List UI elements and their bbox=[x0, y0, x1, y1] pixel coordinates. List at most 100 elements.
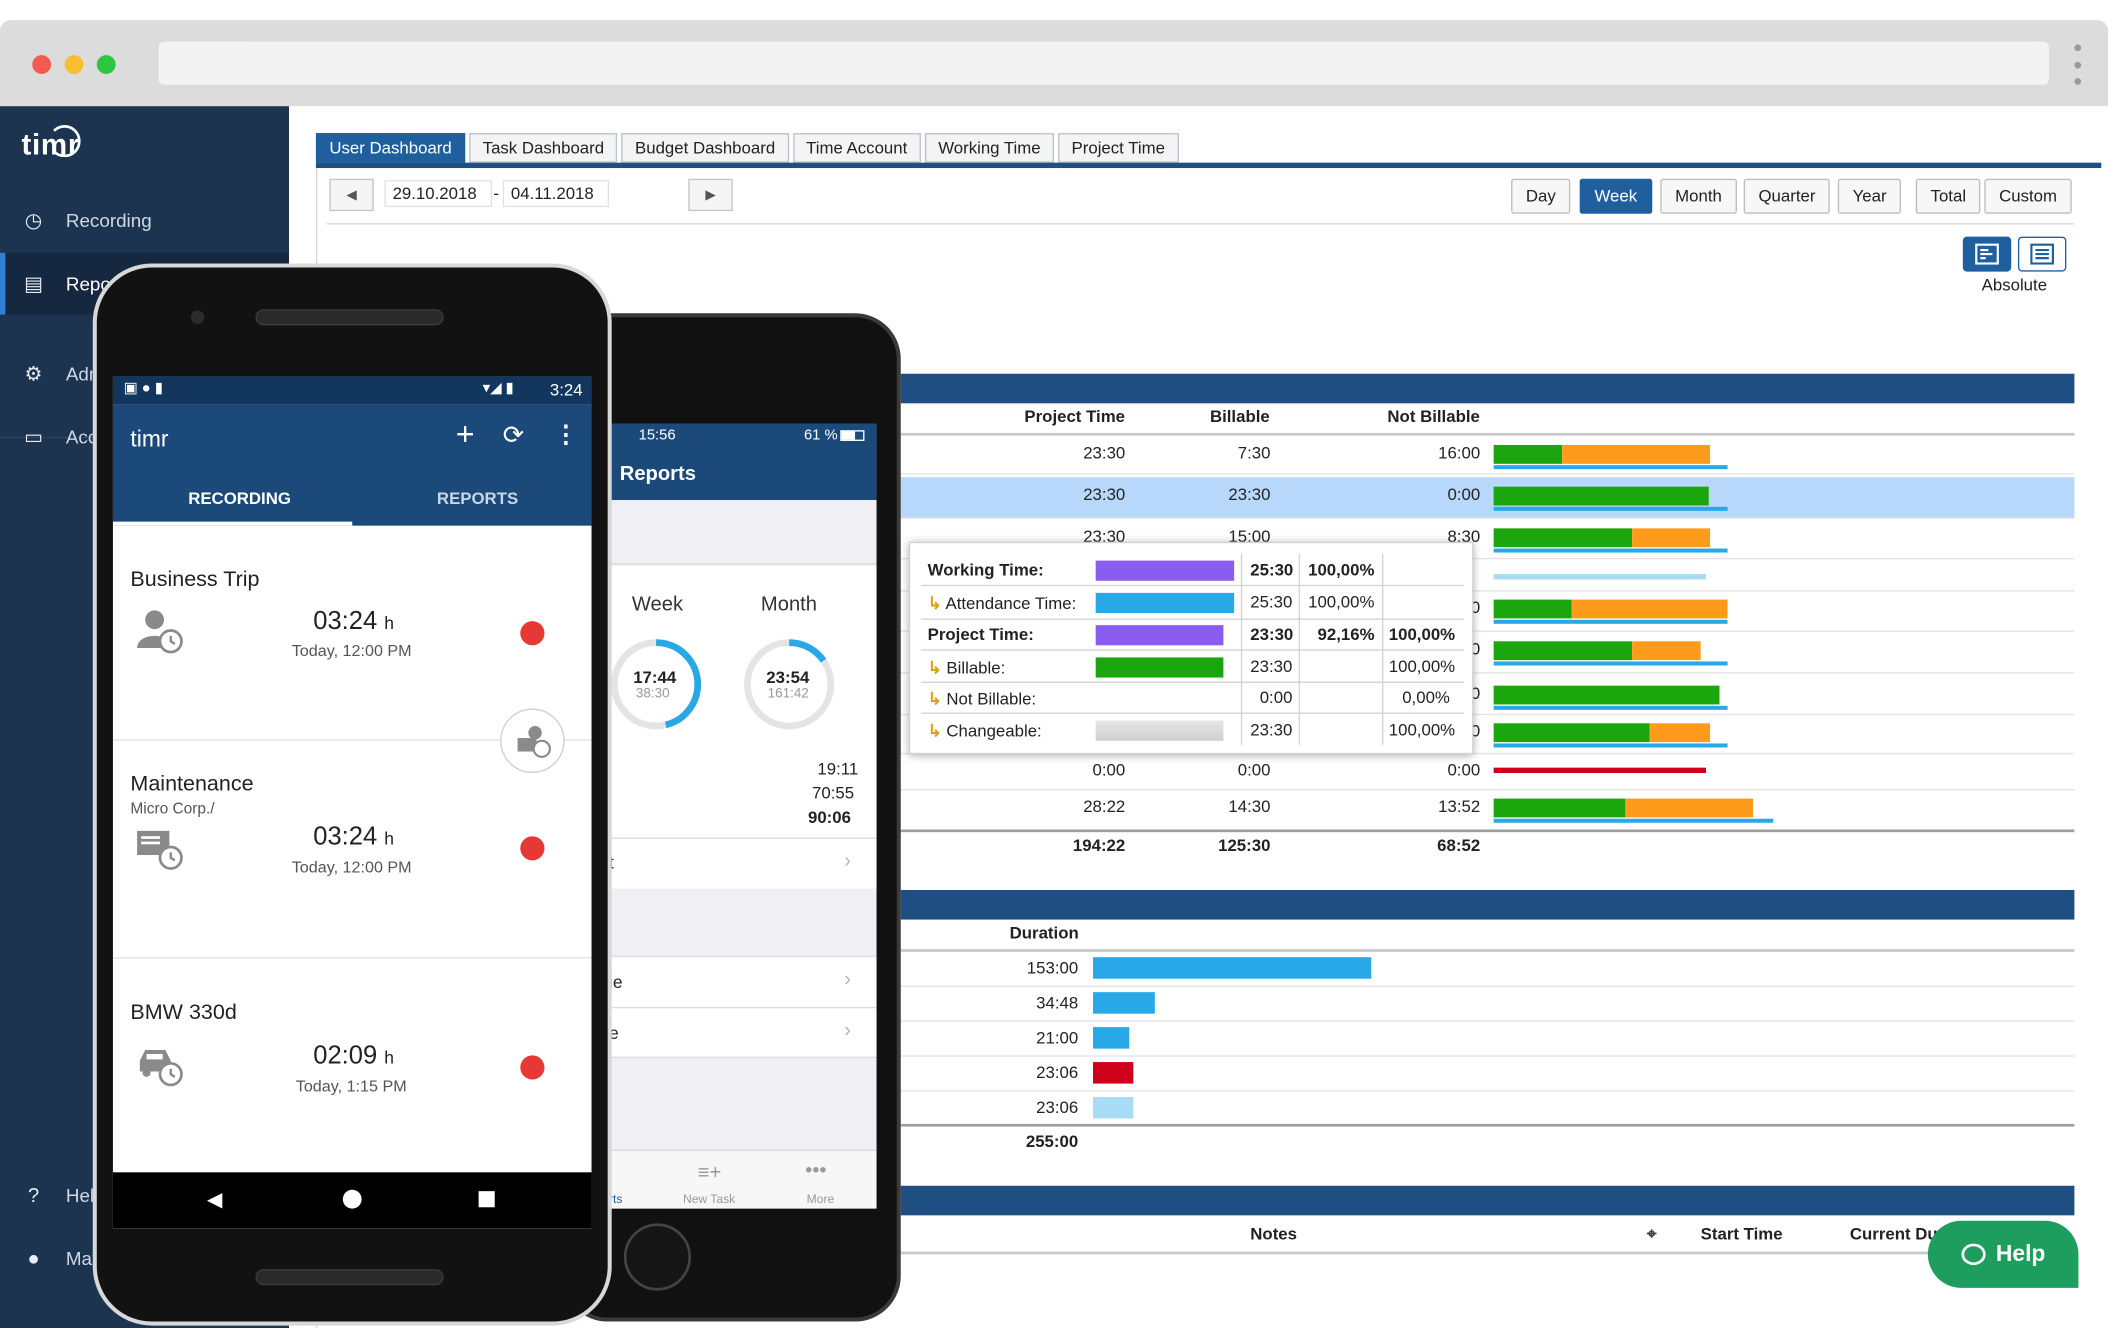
project-bar bbox=[1493, 486, 1709, 506]
sync-icon[interactable]: ⟳ bbox=[502, 422, 525, 451]
list-item[interactable]: e › bbox=[609, 1006, 877, 1059]
person-task-icon bbox=[517, 725, 551, 758]
help-chat-button[interactable]: Help bbox=[1927, 1220, 2079, 1288]
month-label: Month bbox=[760, 592, 817, 616]
cell-not-billable: 0:00 bbox=[1447, 485, 1481, 505]
list-item-label: e bbox=[609, 1023, 619, 1044]
more-dots-icon: ••• bbox=[805, 1158, 827, 1182]
android-speaker bbox=[255, 309, 444, 326]
battery-icon bbox=[840, 430, 865, 441]
range-total-button[interactable]: Total bbox=[1915, 178, 1981, 214]
chevron-right-icon: › bbox=[844, 967, 852, 991]
notification-icons: ▣ ● ▮ bbox=[123, 380, 163, 397]
table-row-divider bbox=[900, 985, 2075, 987]
tooltip-project-time-pct: 92,16% bbox=[1317, 625, 1375, 644]
tab-working-time[interactable]: Working Time bbox=[924, 133, 1055, 163]
record-indicator-icon[interactable] bbox=[520, 836, 545, 861]
recents-icon[interactable] bbox=[478, 1191, 495, 1208]
chat-bubble-icon bbox=[1960, 1243, 1986, 1266]
iphone-home-button[interactable] bbox=[623, 1223, 692, 1291]
tab-budget-dashboard[interactable]: Budget Dashboard bbox=[621, 133, 789, 163]
project-bar bbox=[1493, 465, 1728, 470]
tooltip-project-time-value: 23:30 bbox=[1250, 625, 1294, 644]
record-indicator-icon[interactable] bbox=[520, 621, 545, 646]
section-header-project-time bbox=[900, 373, 2075, 404]
list-item[interactable]: ie › bbox=[609, 955, 877, 1007]
date-from-field[interactable]: 29.10.2018 bbox=[384, 180, 493, 208]
maximize-window-dot[interactable] bbox=[96, 55, 116, 74]
table-row-divider bbox=[900, 672, 2075, 674]
signal-battery-icon: ▾◢ ▮ bbox=[482, 380, 514, 397]
list-item[interactable]: t › bbox=[609, 837, 877, 889]
range-year-button[interactable]: Year bbox=[1837, 178, 1902, 214]
relative-view-button[interactable] bbox=[2017, 236, 2067, 272]
cell-billable: 0:00 bbox=[1237, 760, 1271, 780]
android-status-time: 3:24 bbox=[549, 380, 583, 400]
tooltip-divider bbox=[1298, 553, 1301, 745]
project-bar bbox=[1493, 444, 1563, 464]
table-row-divider bbox=[900, 713, 2075, 716]
switch-task-button[interactable] bbox=[500, 708, 565, 774]
project-bar bbox=[1632, 528, 1711, 548]
minimize-window-dot[interactable] bbox=[64, 55, 84, 74]
range-week-button[interactable]: Week bbox=[1579, 178, 1652, 214]
list-item[interactable]: Maintenance Micro Corp./ 03:24 h Today, … bbox=[112, 741, 592, 959]
cell-duration: 34:48 bbox=[1036, 993, 1079, 1013]
close-window-dot[interactable] bbox=[32, 55, 52, 74]
range-quarter-button[interactable]: Quarter bbox=[1743, 178, 1831, 214]
gear-icon: ⚙ bbox=[24, 362, 43, 386]
tab-time-account[interactable]: Time Account bbox=[792, 133, 921, 163]
duration-unit: h bbox=[384, 828, 394, 849]
list-item[interactable]: BMW 330d 02:09 h Today, 1:15 PM bbox=[113, 959, 592, 1173]
column-header-start-time: Start Time bbox=[1700, 1224, 1783, 1244]
totals-line bbox=[900, 1123, 2075, 1127]
sub-arrow-icon: ↳ bbox=[927, 721, 942, 741]
add-icon[interactable]: + bbox=[455, 416, 475, 454]
sidebar-item-recording[interactable]: ◷ Recording bbox=[0, 190, 289, 252]
url-bar[interactable] bbox=[158, 41, 2049, 85]
iphone-status-time: 15:56 bbox=[638, 427, 676, 444]
tab-recording[interactable]: RECORDING bbox=[188, 489, 291, 509]
tab-reports[interactable]: REPORTS bbox=[436, 489, 519, 509]
prev-period-button[interactable]: ◀ bbox=[329, 178, 374, 212]
range-month-button[interactable]: Month bbox=[1660, 178, 1737, 214]
record-indicator-icon[interactable] bbox=[520, 1055, 545, 1080]
project-bar bbox=[1562, 444, 1711, 464]
table-row-divider bbox=[900, 1055, 2075, 1057]
home-icon[interactable] bbox=[342, 1189, 362, 1209]
tab-more[interactable]: More bbox=[806, 1192, 835, 1206]
project-bar bbox=[1493, 798, 1626, 818]
tab-new-task[interactable]: New Task bbox=[682, 1192, 736, 1206]
next-period-button[interactable]: ▶ bbox=[688, 178, 733, 212]
table-header-line bbox=[900, 949, 2075, 952]
browser-menu-icon[interactable] bbox=[2072, 44, 2083, 85]
tooltip-changeable-label-text: Changeable: bbox=[946, 721, 1042, 741]
crosshair-icon[interactable]: ⌖ bbox=[1646, 1224, 1657, 1244]
tab-task-dashboard[interactable]: Task Dashboard bbox=[469, 133, 618, 163]
car-clock-icon bbox=[139, 1049, 183, 1087]
help-circle-icon: ? bbox=[28, 1183, 40, 1207]
cell-project-time: 23:30 bbox=[1083, 485, 1126, 505]
new-task-icon: ≡+ bbox=[697, 1161, 722, 1185]
project-bar bbox=[1493, 818, 1774, 823]
overflow-menu-icon[interactable]: ⋮ bbox=[553, 420, 579, 448]
total-project-time: 194:22 bbox=[1072, 836, 1126, 856]
section-header-duration bbox=[900, 889, 2075, 920]
recording-title: Business Trip bbox=[130, 568, 260, 592]
project-bar bbox=[1493, 619, 1728, 624]
tab-user-dashboard[interactable]: User Dashboard bbox=[315, 133, 466, 163]
tab-project-time[interactable]: Project Time bbox=[1058, 133, 1179, 163]
duration-bar bbox=[1092, 957, 1372, 979]
list-item[interactable]: Business Trip 03:24 h Today, 12:00 PM bbox=[112, 526, 592, 741]
back-icon[interactable]: ◀ bbox=[207, 1188, 223, 1212]
table-row-highlight[interactable] bbox=[900, 477, 2075, 518]
date-to-field[interactable]: 04.11.2018 bbox=[502, 180, 610, 208]
tab-reports[interactable]: rts bbox=[609, 1192, 623, 1206]
cell-project-time: 28:22 bbox=[1083, 797, 1126, 817]
range-custom-button[interactable]: Custom bbox=[1984, 178, 2072, 214]
month-progress-ring bbox=[744, 639, 835, 730]
absolute-view-button[interactable] bbox=[1962, 236, 2012, 272]
range-day-button[interactable]: Day bbox=[1511, 178, 1571, 214]
recording-duration: 03:24 h bbox=[313, 608, 394, 638]
tooltip-attendance-time-label: ↳ Attendance Time: bbox=[928, 593, 1077, 613]
